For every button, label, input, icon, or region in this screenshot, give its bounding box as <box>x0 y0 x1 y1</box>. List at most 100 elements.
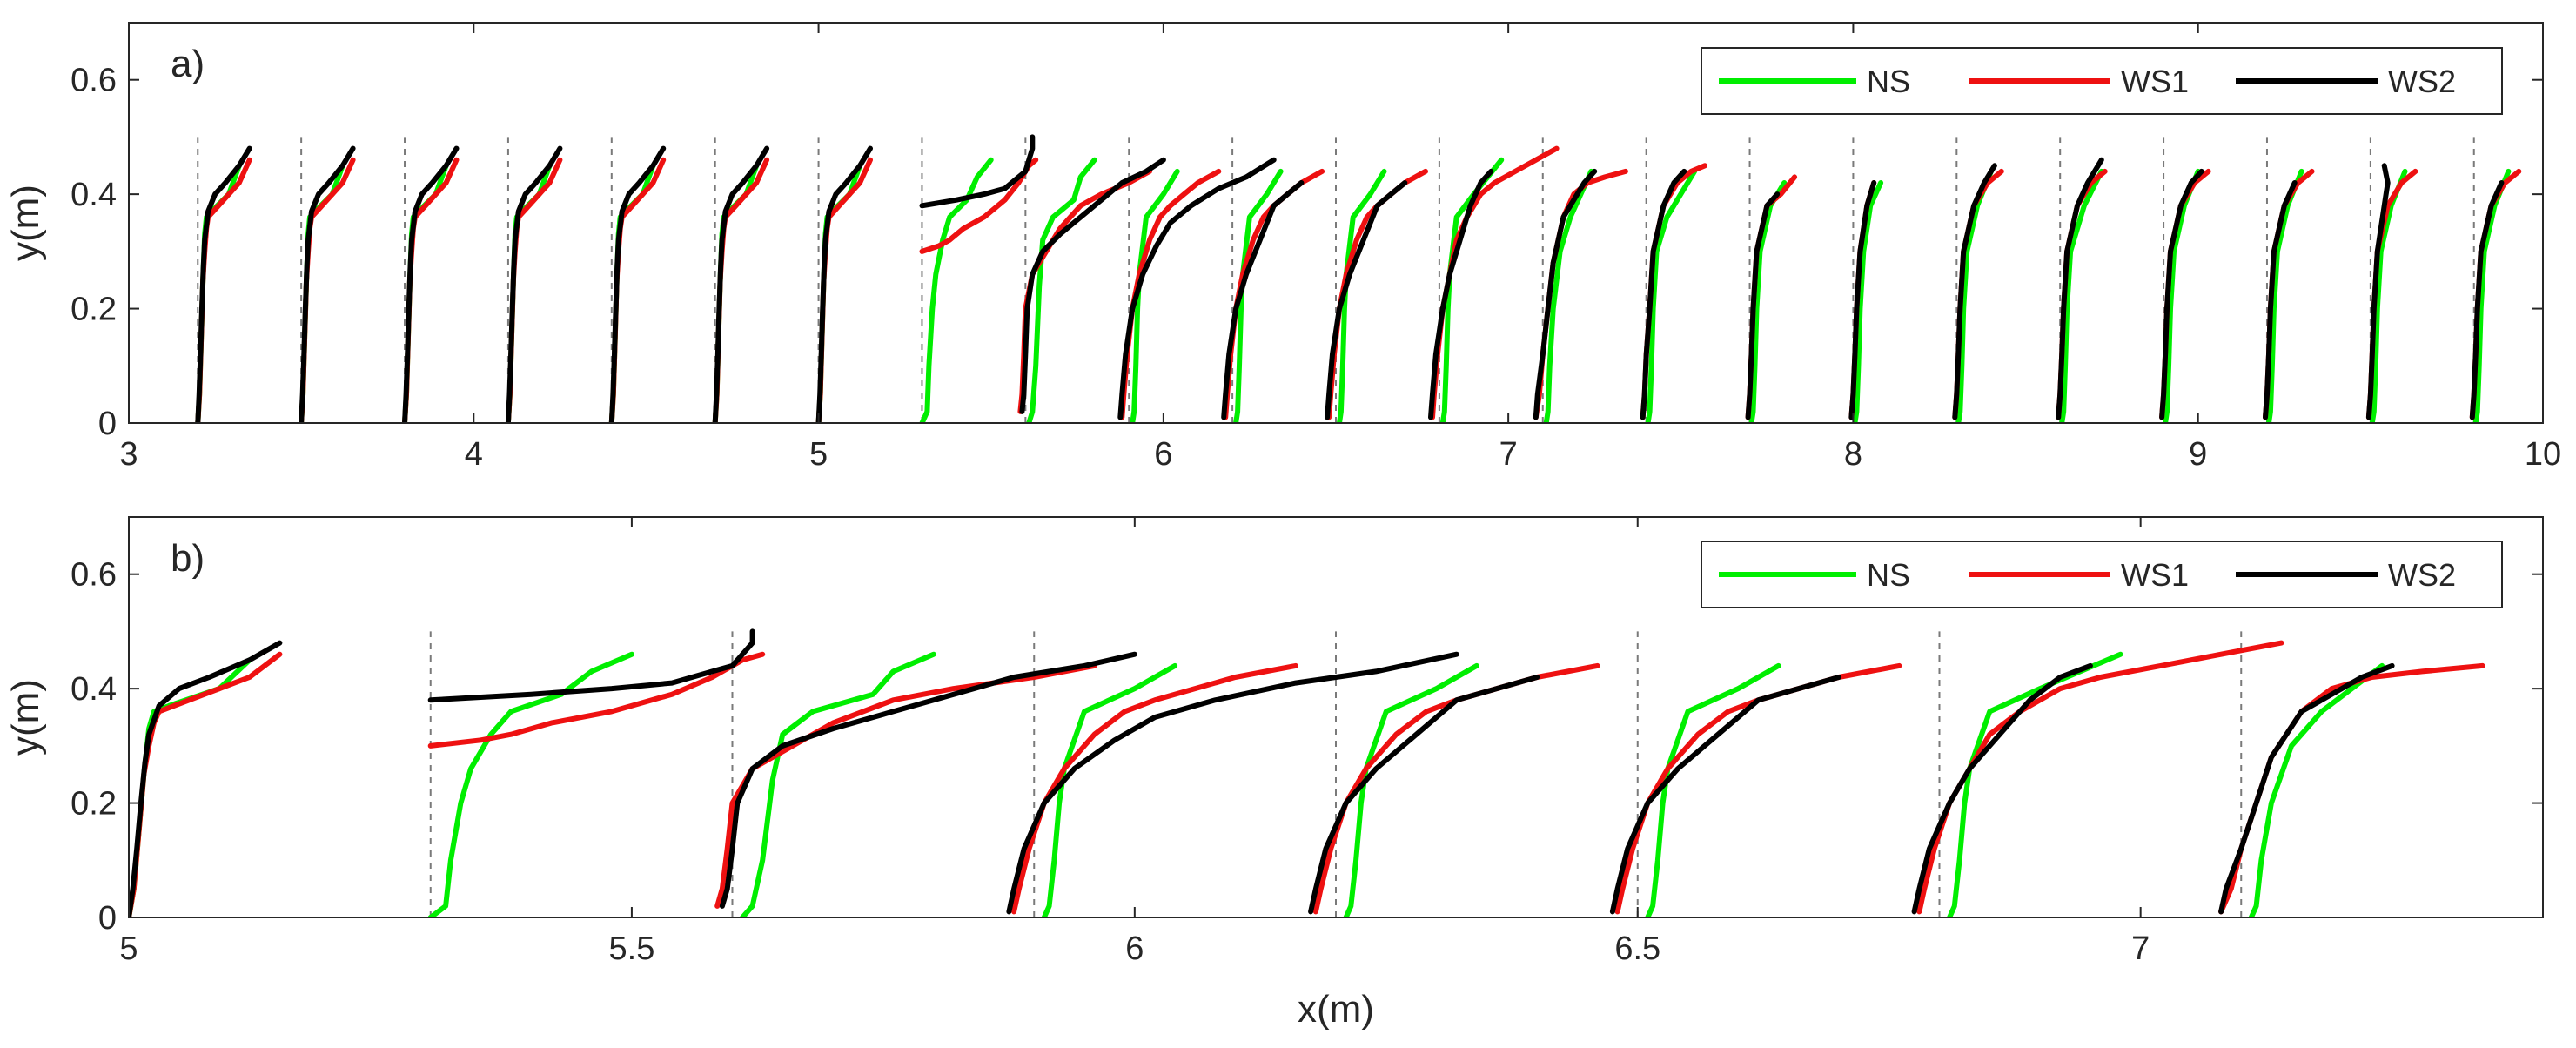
legend: NS WS1 WS2 <box>1701 541 2503 608</box>
legend-label-ns: NS <box>1867 64 1910 99</box>
profile-line-ns <box>427 651 634 917</box>
y-tick-label: 0.4 <box>70 671 117 708</box>
x-tick-label: 3 <box>119 436 138 473</box>
profile-line-ns <box>1041 662 1178 917</box>
x-tick-label: 10 <box>2525 436 2561 473</box>
legend: NS WS1 WS2 <box>1701 47 2503 115</box>
legend-label-ws2: WS2 <box>2388 64 2456 99</box>
profile-line-ws2 <box>608 145 667 423</box>
profile-line-ns <box>1343 662 1479 917</box>
profile-line-ws2 <box>2469 180 2505 420</box>
x-tick-label: 5.5 <box>609 930 655 967</box>
profile-line-ws2 <box>1640 168 1687 420</box>
plot-frame <box>128 516 2544 918</box>
legend-label-ns: NS <box>1867 557 1910 593</box>
profile-line-ws1 <box>712 157 770 423</box>
y-axis-title: y(m) <box>4 185 47 261</box>
profile-line-ns <box>740 651 936 917</box>
profile-line-ws2 <box>2056 157 2104 420</box>
profile-line-ws1 <box>129 651 283 917</box>
profile-line-ns <box>2472 168 2512 423</box>
x-tick-label: 9 <box>2189 436 2207 473</box>
profile-line-ws1 <box>1916 640 2284 915</box>
profile-line-ns <box>1955 168 1994 423</box>
profile-line-ws1 <box>608 157 667 423</box>
profile-line-ws2 <box>719 651 1137 909</box>
profile-line-ws2 <box>1308 675 1540 915</box>
x-tick-label: 5 <box>809 436 828 473</box>
profile-line-ns <box>2163 168 2201 423</box>
profile-line-ws2 <box>1221 180 1305 420</box>
profile-line-ws2 <box>1745 191 1781 420</box>
profile-line-ns <box>1645 662 1781 917</box>
profile-line-ws2 <box>1911 662 2093 915</box>
y-tick-label: 0.6 <box>70 63 117 99</box>
profile-line-ws2 <box>2218 662 2395 915</box>
profile-line-ns <box>1852 180 1884 423</box>
series-lines <box>129 628 2485 917</box>
panel-label: a) <box>171 43 205 85</box>
profile-line-ws2 <box>919 134 1036 209</box>
panel-label: b) <box>171 537 205 580</box>
profile-line-ws2 <box>2159 168 2204 420</box>
y-tick-label: 0.2 <box>70 292 117 328</box>
y-tick-label: 0.6 <box>70 557 117 594</box>
profile-line-ws1 <box>1011 662 1298 915</box>
profile-line-ws1 <box>402 157 460 423</box>
x-tick-label: 4 <box>465 436 483 473</box>
legend-label-ws1: WS1 <box>2121 557 2189 593</box>
profile-line-ws2 <box>1848 180 1877 420</box>
profile-line-ws2 <box>129 640 283 917</box>
series-lines <box>195 134 2522 423</box>
profile-line-ws2 <box>1609 675 1841 915</box>
y-tick-label: 0.4 <box>70 177 117 213</box>
profile-line-ws2 <box>712 145 770 423</box>
legend-label-ws1: WS1 <box>2121 64 2189 99</box>
profile-line-ws2 <box>1533 168 1598 420</box>
profile-line-ws2 <box>1006 651 1459 915</box>
x-tick-label: 5 <box>119 930 138 967</box>
x-tick-label: 6.5 <box>1614 930 1660 967</box>
y-tick-label: 0 <box>98 406 117 442</box>
profile-line-ws2 <box>1952 163 1997 420</box>
panel-a-chart: 3 4 5 6 7 8 9 10 0 0.2 0.4 0.6 y(m) a) NS WS1 WS2 <box>4 22 2561 473</box>
profile-line-ns <box>1026 157 1097 423</box>
profile-line-ws2 <box>1428 168 1494 420</box>
y-tick-label: 0 <box>98 900 117 937</box>
panel-b-chart: 5 5.5 6 6.5 7 0 0.2 0.4 0.6 y(m) x(m) b) NS WS1 WS2 <box>4 516 2544 1031</box>
x-tick-label: 7 <box>2131 930 2150 967</box>
profile-line-ns <box>2369 168 2408 423</box>
plot-frame <box>128 22 2544 424</box>
profile-line-ws2 <box>427 628 755 703</box>
profile-line-ws2 <box>2263 180 2298 420</box>
x-tick-label: 7 <box>1499 436 1518 473</box>
x-tick-label: 6 <box>1154 436 1172 473</box>
profile-line-ns <box>919 157 994 423</box>
profile-line-ws2 <box>815 145 873 423</box>
y-axis-title: y(m) <box>4 679 47 756</box>
profile-line-ws2 <box>2365 163 2391 420</box>
profile-line-ws1 <box>815 157 873 423</box>
x-axis-title: x(m) <box>1298 988 1374 1031</box>
profile-line-ws2 <box>1325 180 1408 420</box>
profile-line-ws1 <box>299 157 356 423</box>
profile-line-ws2 <box>299 145 356 423</box>
profile-line-ws1 <box>195 157 252 423</box>
profile-line-ns <box>2266 168 2304 423</box>
profile-line-ws2 <box>195 145 252 423</box>
profile-line-ws2 <box>1019 157 1166 414</box>
y-tick-label: 0.2 <box>70 786 117 823</box>
profile-line-ws1 <box>505 157 563 423</box>
profile-line-ns <box>1748 180 1788 423</box>
profile-line-ns <box>2059 168 2104 423</box>
profile-line-ws2 <box>505 145 563 423</box>
profile-line-ns <box>1543 168 1594 423</box>
x-tick-label: 6 <box>1125 930 1144 967</box>
profile-line-ws2 <box>1117 157 1277 420</box>
legend-label-ws2: WS2 <box>2388 557 2456 593</box>
profile-line-ns <box>1645 168 1698 423</box>
profile-line-ws2 <box>402 145 460 423</box>
x-tick-label: 8 <box>1844 436 1862 473</box>
profile-line-ns <box>2248 662 2385 917</box>
